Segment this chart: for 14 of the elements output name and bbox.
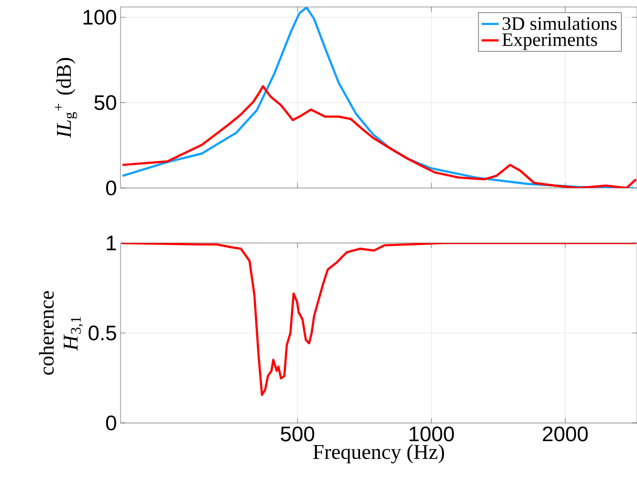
legend-label: 3D simulations [502,16,617,30]
legend-label: Experiments [502,33,598,50]
y-tick-label: 1 [106,236,116,250]
y-axis-title: IL$_{g}$$^{+}$ (dB) [54,58,78,138]
y-tick-label: 0.5 [88,326,116,340]
x-tick-label: 1000 [410,426,454,442]
y-tick-label: 0 [106,180,116,196]
y-axis-title: coherence H$_{3,1}$ [38,291,83,375]
x-tick-label: 2000 [542,426,588,442]
x-tick-label: 500 [280,426,314,442]
x-axis-title: Frequency (Hz) [313,444,444,464]
y-tick-label: 0 [106,416,116,430]
y-tick-label: 100 [84,10,116,25]
y-tick-label: 50 [94,95,116,110]
